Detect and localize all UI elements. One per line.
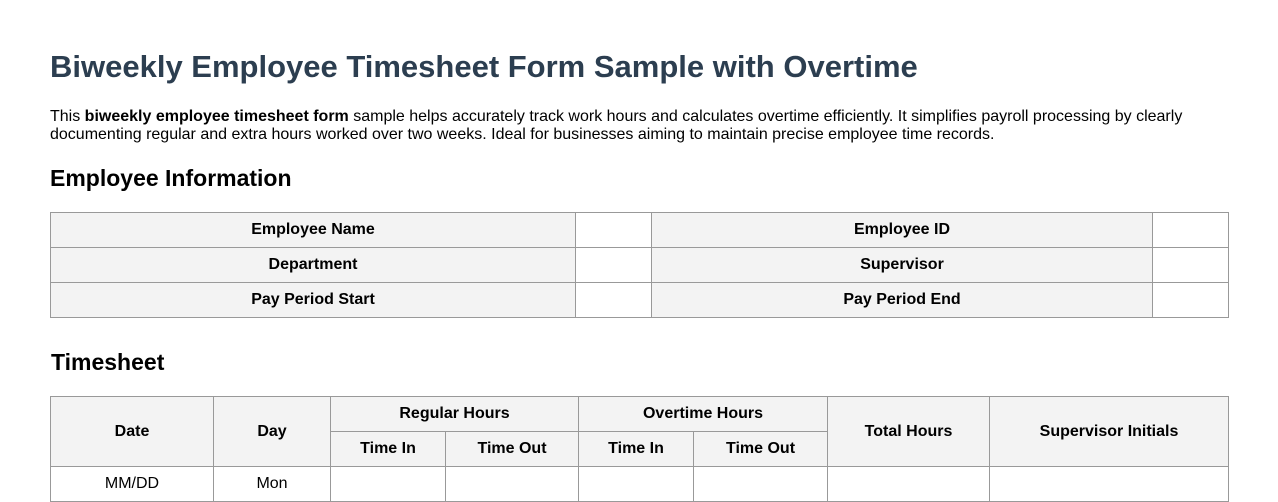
table-row: Pay Period Start Pay Period End [50, 282, 1229, 318]
pay-period-end-label: Pay Period End [651, 282, 1153, 318]
overtime-time-in-header: Time In [578, 431, 694, 467]
day-cell: Mon [213, 466, 331, 502]
overtime-time-out-cell[interactable] [692, 466, 829, 502]
employee-name-label: Employee Name [50, 212, 576, 248]
pay-period-start-field[interactable] [575, 282, 652, 318]
supervisor-initials-cell[interactable] [989, 466, 1230, 502]
day-header: Day [213, 396, 331, 467]
employee-name-field[interactable] [575, 212, 652, 248]
intro-bold-text: biweekly employee timesheet form [84, 108, 349, 125]
total-hours-cell[interactable] [827, 466, 991, 502]
intro-text: sample helps accurately track work hours… [50, 108, 1183, 143]
overtime-hours-header: Overtime Hours [577, 396, 829, 432]
intro-paragraph: This biweekly employee timesheet form sa… [50, 108, 1228, 144]
employee-info-heading: Employee Information [50, 165, 292, 191]
employee-id-label: Employee ID [651, 212, 1153, 248]
department-label: Department [50, 247, 576, 283]
pay-period-end-field[interactable] [1152, 282, 1229, 318]
table-row: Department Supervisor [50, 247, 1229, 283]
regular-time-out-header: Time Out [445, 431, 579, 467]
overtime-time-out-header: Time Out [692, 431, 829, 467]
regular-time-out-cell[interactable] [445, 466, 579, 502]
date-cell[interactable]: MM/DD [50, 466, 214, 502]
date-header: Date [50, 396, 214, 467]
table-row: Employee Name Employee ID [50, 212, 1229, 248]
supervisor-field[interactable] [1152, 247, 1229, 283]
total-hours-header: Total Hours [827, 396, 991, 467]
timesheet-table: Date Day Regular Hours Overtime Hours To… [50, 396, 1230, 502]
supervisor-label: Supervisor [651, 247, 1153, 283]
overtime-time-in-cell[interactable] [578, 466, 694, 502]
regular-hours-header: Regular Hours [330, 396, 579, 432]
header-row: Time In Time Out Time In Time Out [51, 431, 1229, 467]
department-field[interactable] [575, 247, 652, 283]
employee-id-field[interactable] [1152, 212, 1229, 248]
pay-period-start-label: Pay Period Start [50, 282, 576, 318]
regular-time-in-cell[interactable] [330, 466, 446, 502]
page-title: Biweekly Employee Timesheet Form Sample … [50, 49, 918, 84]
header-row: Date Day Regular Hours Overtime Hours To… [50, 396, 1230, 467]
supervisor-initials-header: Supervisor Initials [989, 396, 1230, 467]
intro-text: This [50, 108, 85, 125]
table-row: MM/DD Mon [50, 466, 1230, 502]
employee-info-table: Employee Name Employee ID Department Sup… [50, 212, 1229, 318]
timesheet-heading: Timesheet [51, 349, 165, 375]
regular-time-in-header: Time In [330, 431, 446, 467]
